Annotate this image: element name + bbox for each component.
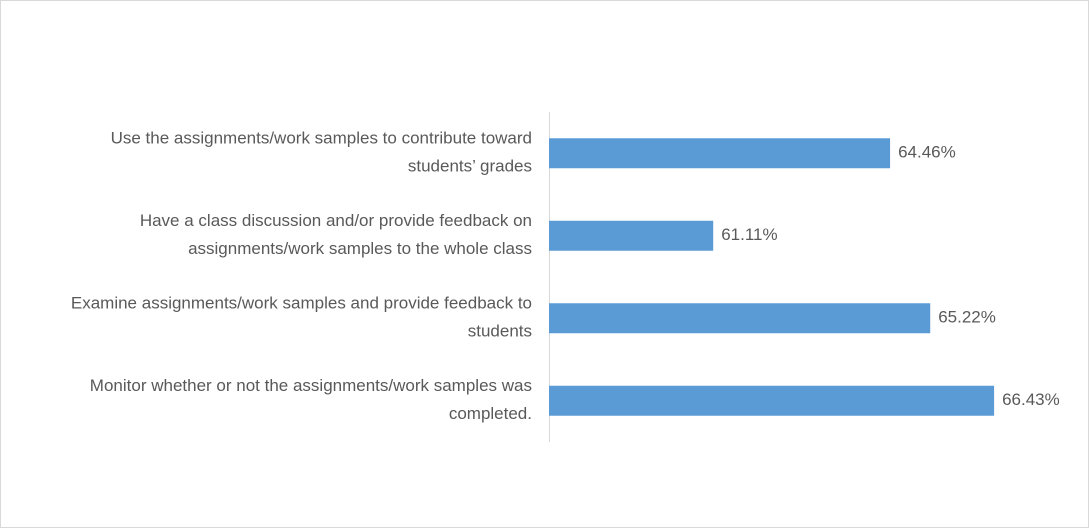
value-label: 65.22%	[938, 308, 996, 327]
bar	[549, 138, 891, 169]
category-label: Use the assignments/work samples to cont…	[111, 129, 532, 176]
category-label: Have a class discussion and/or provide f…	[140, 211, 532, 258]
category-label: Examine assignments/work samples and pro…	[71, 294, 532, 341]
bar	[549, 220, 714, 251]
value-label: 61.11%	[721, 225, 777, 244]
value-label: 64.46%	[898, 143, 956, 162]
category-label: Monitor whether or not the assignments/w…	[90, 376, 532, 423]
bar	[549, 303, 931, 334]
value-label: 66.43%	[1002, 390, 1060, 409]
bar	[549, 385, 995, 416]
